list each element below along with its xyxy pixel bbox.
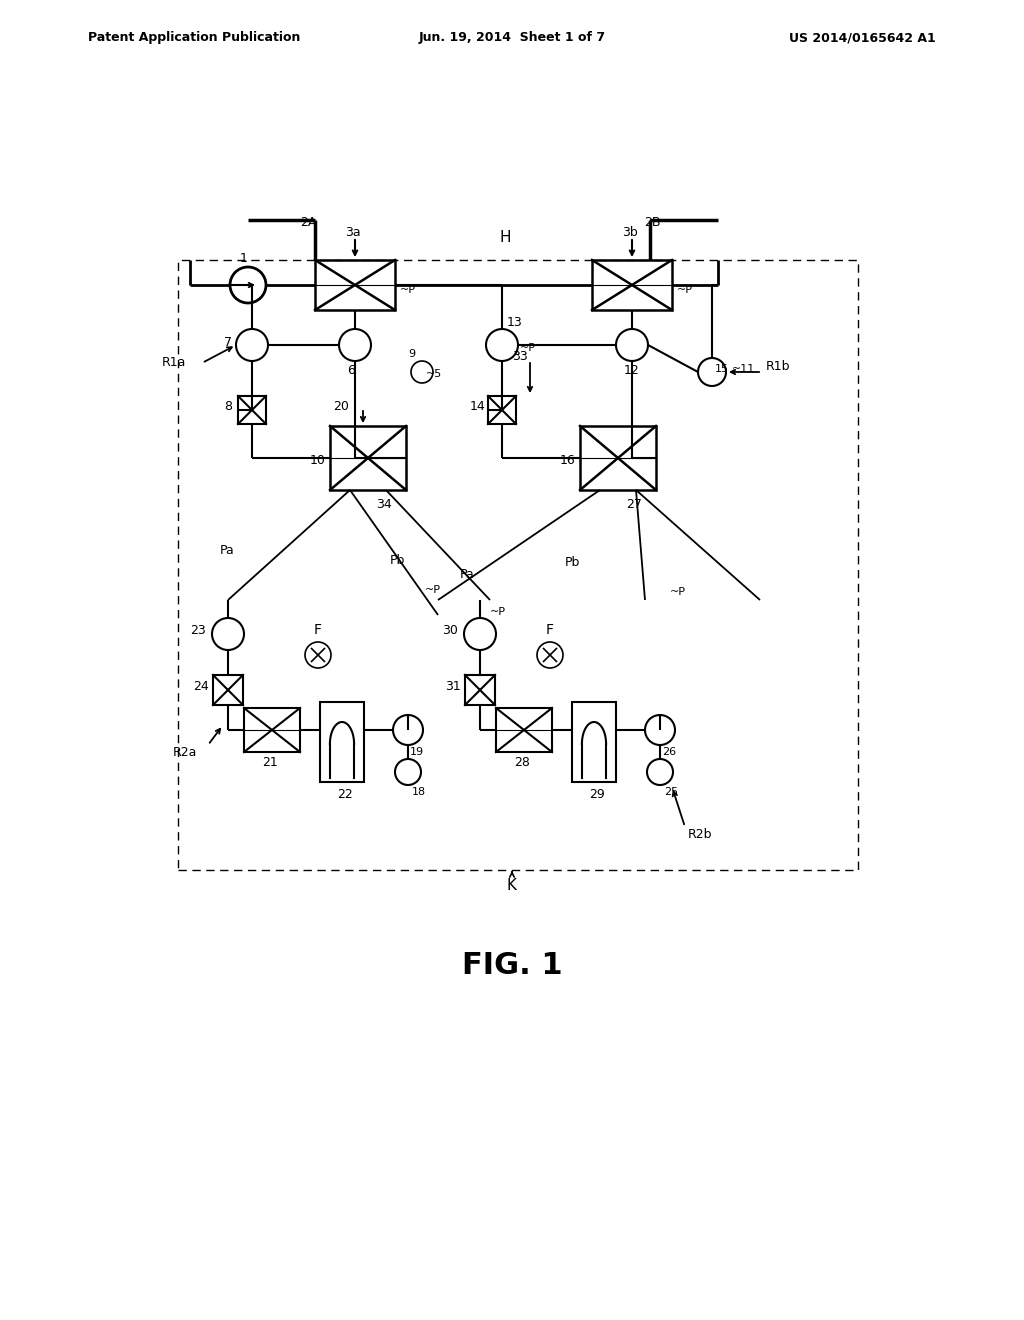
Text: ~11: ~11 [732,364,756,374]
Text: 2B: 2B [644,216,660,230]
Text: ~P: ~P [490,607,506,616]
Circle shape [236,329,268,360]
Text: R2b: R2b [688,828,713,841]
Text: Pa: Pa [460,569,475,582]
Text: ~P: ~P [670,587,686,597]
Text: 13: 13 [507,317,522,330]
Text: 27: 27 [626,498,642,511]
Text: 1: 1 [240,252,248,265]
Bar [330,426,406,490]
Bar [244,708,300,752]
Circle shape [305,642,331,668]
Text: 19: 19 [410,747,424,756]
Text: 8: 8 [224,400,232,413]
Text: 23: 23 [190,624,206,638]
Bar [238,396,266,424]
Text: 7: 7 [224,335,232,348]
Bar [213,675,243,705]
Text: F: F [546,623,554,638]
Text: R2a: R2a [173,746,198,759]
Text: 22: 22 [337,788,352,800]
Circle shape [230,267,266,304]
Text: Pb: Pb [390,553,406,566]
Text: K: K [507,878,517,892]
Text: FIG. 1: FIG. 1 [462,950,562,979]
Text: Pb: Pb [565,556,581,569]
Circle shape [464,618,496,649]
Circle shape [411,360,433,383]
Text: 25: 25 [664,787,678,797]
Text: Pa: Pa [220,544,234,557]
Bar [580,426,656,490]
Text: 21: 21 [262,756,278,770]
Text: 3b: 3b [622,227,638,239]
Text: US 2014/0165642 A1: US 2014/0165642 A1 [790,32,936,45]
Circle shape [645,715,675,744]
Text: 9: 9 [408,348,415,359]
Text: Jun. 19, 2014  Sheet 1 of 7: Jun. 19, 2014 Sheet 1 of 7 [419,32,605,45]
Text: ~5: ~5 [426,370,442,379]
Circle shape [393,715,423,744]
Text: 3a: 3a [345,227,360,239]
Bar [488,396,516,424]
Circle shape [486,329,518,360]
Bar [496,708,552,752]
Bar [592,260,672,310]
Circle shape [395,759,421,785]
Text: F: F [314,623,322,638]
Bar [315,260,395,310]
Bar [465,675,495,705]
Text: 28: 28 [514,756,529,770]
Text: 16: 16 [560,454,575,467]
Text: 26: 26 [662,747,676,756]
Text: 33: 33 [512,350,527,363]
Text: 20: 20 [333,400,349,412]
Text: 14: 14 [470,400,485,413]
Text: H: H [500,231,511,246]
Circle shape [212,618,244,649]
Text: 15: 15 [715,364,729,374]
Text: R1b: R1b [766,360,791,374]
Text: 30: 30 [442,624,458,638]
Text: 10: 10 [310,454,326,467]
Text: ~P: ~P [677,285,693,294]
Text: ~P: ~P [400,285,416,294]
Text: Patent Application Publication: Patent Application Publication [88,32,300,45]
Circle shape [616,329,648,360]
Text: 24: 24 [193,681,209,693]
Text: 29: 29 [589,788,605,800]
Bar [572,702,616,781]
Circle shape [647,759,673,785]
Text: 18: 18 [412,787,426,797]
Text: 34: 34 [376,498,392,511]
Circle shape [698,358,726,385]
Text: ~P: ~P [425,585,441,595]
Text: 12: 12 [624,364,640,378]
Text: 6: 6 [347,364,355,378]
Text: 2A: 2A [300,216,316,230]
Bar [319,702,364,781]
Text: R1a: R1a [162,356,186,370]
Circle shape [537,642,563,668]
Text: 31: 31 [445,681,461,693]
Text: ~P: ~P [520,343,536,352]
Circle shape [339,329,371,360]
